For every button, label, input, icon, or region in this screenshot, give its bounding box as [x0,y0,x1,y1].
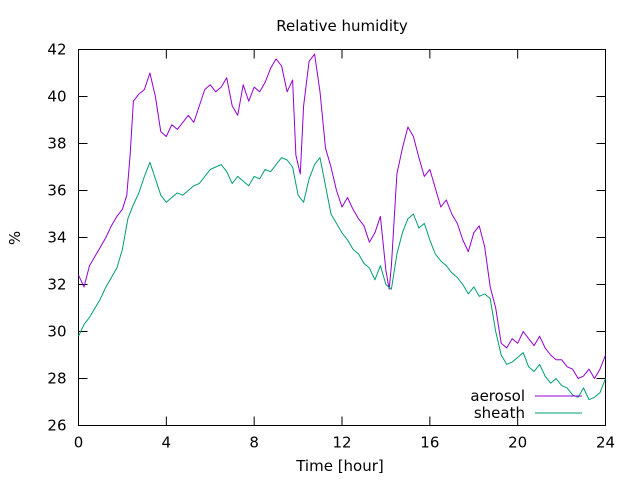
y-tick-label: 36 [47,182,66,200]
y-tick-label: 42 [47,41,66,59]
data-series [78,53,606,401]
x-tick-label: 0 [74,434,84,452]
x-tick-label: 4 [162,434,172,452]
x-tick-label: 24 [596,434,615,452]
plot-area-frame [78,49,606,426]
legend-label-aerosol: aerosol [470,387,525,405]
y-tick-label: 26 [47,417,66,435]
x-tick-label: 12 [332,434,351,452]
x-tick-label: 16 [420,434,439,452]
y-tick-label: 32 [47,276,66,294]
series-line-aerosol [78,53,606,379]
chart-title: Relative humidity [276,17,408,35]
x-tick-label: 20 [508,434,527,452]
series-line-sheath [78,157,606,401]
y-tick-label: 30 [47,323,66,341]
x-axis-title: Time [hour] [295,457,384,475]
y-axis-title: % [6,231,24,245]
y-tick-label: 28 [47,370,66,388]
y-tick-label: 34 [47,229,66,247]
y-tick-label: 38 [47,135,66,153]
legend-label-sheath: sheath [474,404,525,422]
axis-ticks: 0 4 8 12 16 20 24 26 28 30 32 34 36 38 40 42 [47,41,615,452]
y-tick-label: 40 [47,88,66,106]
x-tick-label: 8 [249,434,259,452]
